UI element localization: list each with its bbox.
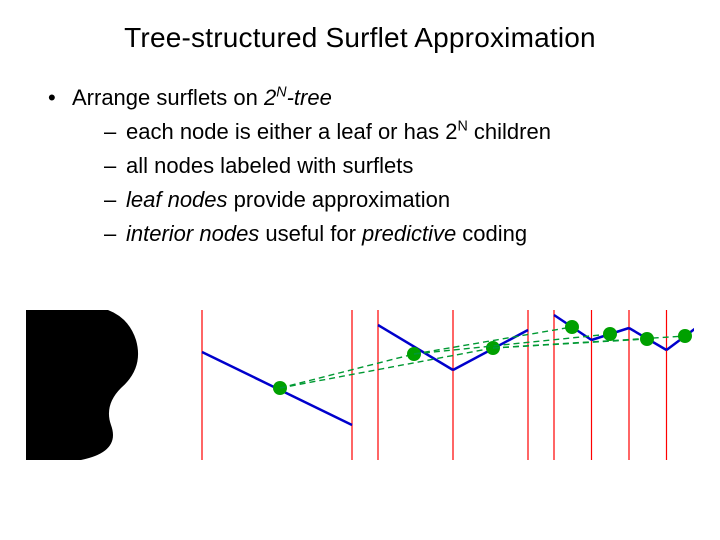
text: Arrange surflets on	[72, 85, 264, 110]
surflet-tree-diagram	[26, 310, 694, 480]
diagram-svg	[26, 310, 694, 480]
bullet-main: Arrange surflets on 2N-tree each node is…	[48, 82, 680, 249]
sub-list: each node is either a leaf or has 2N chi…	[104, 116, 680, 250]
bullet-list: Arrange surflets on 2N-tree each node is…	[48, 82, 680, 249]
sub-item: each node is either a leaf or has 2N chi…	[104, 116, 680, 148]
slide-title: Tree-structured Surflet Approximation	[40, 22, 680, 54]
text-em: 2N-tree	[264, 85, 332, 110]
sub-item: all nodes labeled with surflets	[104, 150, 680, 182]
sub-item: interior nodes useful for predictive cod…	[104, 218, 680, 250]
sub-item: leaf nodes provide approximation	[104, 184, 680, 216]
